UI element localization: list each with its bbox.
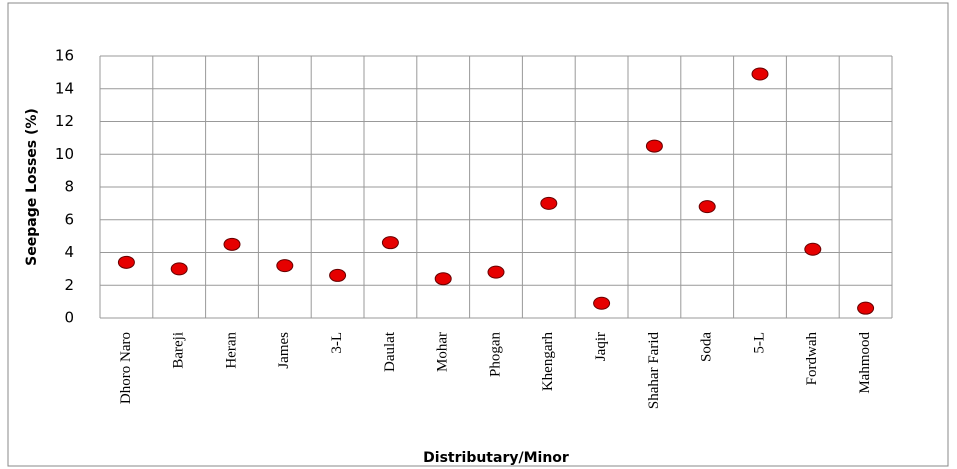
y-tick-label: 6 bbox=[64, 210, 74, 228]
x-tick-label: James bbox=[276, 332, 292, 369]
dot bbox=[804, 242, 822, 256]
y-tick-label: 0 bbox=[64, 309, 74, 327]
y-tick-label: 14 bbox=[55, 79, 74, 97]
x-tick-label: Dhoro Naro bbox=[118, 332, 134, 404]
x-tick-label: Mohar bbox=[435, 332, 451, 372]
x-tick-label: 5-L bbox=[751, 332, 767, 354]
dot bbox=[276, 259, 294, 273]
y-tick-label: 8 bbox=[64, 178, 74, 196]
x-tick-label: Heran bbox=[223, 332, 239, 369]
x-tick-label: Jaqir bbox=[593, 332, 609, 361]
x-axis-label: Distributary/Minor bbox=[423, 450, 569, 466]
x-tick-label: Daulat bbox=[382, 331, 398, 372]
y-tick-label: 10 bbox=[55, 145, 74, 163]
x-tick-label: Shahar Farid bbox=[646, 332, 662, 410]
dot bbox=[117, 255, 135, 269]
x-tick-label: Khengarh bbox=[540, 332, 556, 392]
y-tick-label: 2 bbox=[64, 276, 74, 294]
x-tick-label: Mahmood bbox=[857, 332, 873, 394]
dot bbox=[593, 296, 611, 310]
dot bbox=[751, 67, 769, 81]
dot bbox=[223, 237, 241, 251]
x-tick-label: Bareji bbox=[171, 332, 187, 369]
dot bbox=[487, 265, 505, 279]
y-tick-label: 12 bbox=[55, 112, 74, 130]
x-tick-label: Fordwah bbox=[804, 332, 820, 386]
dot bbox=[857, 301, 875, 315]
dot bbox=[698, 200, 716, 214]
y-axis-label: Seepage Losses (%) bbox=[24, 108, 40, 266]
x-tick-label: Soda bbox=[699, 332, 715, 362]
dot bbox=[381, 236, 399, 250]
y-tick-label: 4 bbox=[64, 243, 74, 261]
x-tick-label: 3-L bbox=[329, 332, 345, 354]
dot bbox=[329, 268, 347, 282]
dot bbox=[540, 196, 558, 210]
x-tick-label: Phogan bbox=[487, 332, 503, 378]
dot bbox=[434, 272, 452, 286]
dot bbox=[170, 262, 188, 276]
chart-border bbox=[7, 2, 949, 467]
dot bbox=[645, 139, 663, 153]
y-tick-label: 16 bbox=[55, 47, 74, 65]
